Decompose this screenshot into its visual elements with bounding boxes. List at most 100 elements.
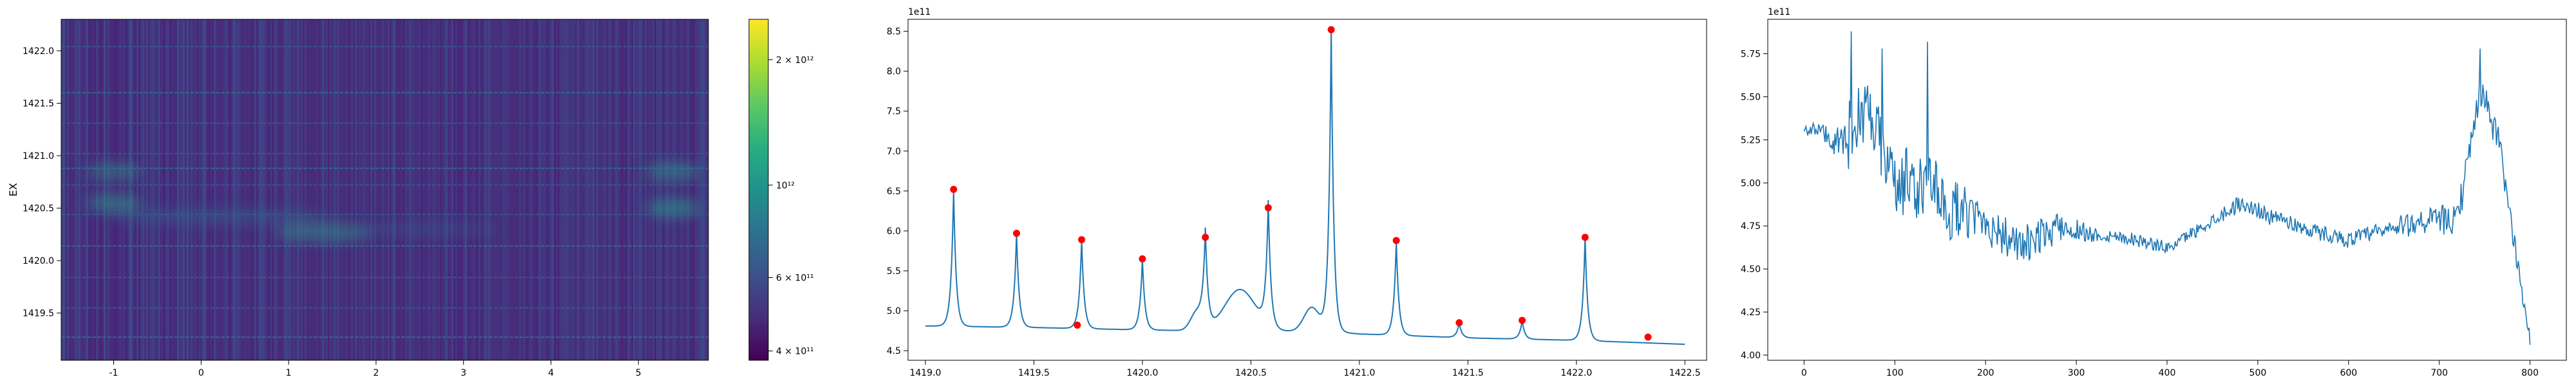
peaks-y-tick-label: 6.5 <box>887 187 901 197</box>
noisy-line-panel: 1e11 0 100 200 300 400 500 600 700 800 4.004.254… <box>1741 7 2567 378</box>
heatmap-stripe <box>664 19 666 360</box>
heatmap-stripe <box>681 19 683 360</box>
peaks-y-tick-label: 8.0 <box>887 67 901 77</box>
peak-marker <box>1644 333 1652 341</box>
heatmap-stripe <box>245 19 247 360</box>
noisy-series-line <box>1803 31 2531 345</box>
heatmap-stripe <box>229 19 231 360</box>
heatmap-stripe <box>618 19 620 360</box>
heatmap-stripe <box>706 19 708 360</box>
heatmap-stripe <box>274 19 276 360</box>
heatmap-stripe <box>679 19 681 360</box>
heatmap-stripe <box>440 19 442 360</box>
heatmap-stripe <box>388 19 390 360</box>
heatmap-stripe <box>600 19 602 360</box>
heatmap-stripe <box>536 19 538 360</box>
heatmap-stripe <box>556 19 558 360</box>
peaks-y-tick-label: 7.5 <box>887 107 901 117</box>
heatmap-stripe <box>266 19 268 360</box>
peaks-y-tick-label: 8.5 <box>887 27 901 37</box>
heatmap-stripe <box>334 19 336 360</box>
heatmap-x-tick-label: 4 <box>548 368 554 378</box>
heatmap-stripe <box>411 19 413 360</box>
heatmap-stripe <box>471 19 473 360</box>
heatmap-stripe <box>569 19 571 360</box>
heatmap-stripe <box>506 19 507 360</box>
heatmap-stripe <box>407 19 409 360</box>
heatmap-stripe <box>322 19 324 360</box>
heatmap-stripe <box>488 19 490 360</box>
heatmap-stripe <box>610 19 612 360</box>
peaks-y-tick-label: 4.5 <box>887 346 901 356</box>
heatmap-stripe <box>581 19 583 360</box>
heatmap-stripe <box>426 19 428 360</box>
peaks-y-tick-label: 7.0 <box>887 147 901 157</box>
heatmap-stripe <box>494 19 496 360</box>
heatmap-stripe <box>239 19 241 360</box>
heatmap-stripe <box>279 19 281 360</box>
noisy-offset-label: 1e11 <box>1768 7 1790 17</box>
heatmap-stripe <box>133 19 135 360</box>
noisy-y-tick-label: 5.25 <box>1741 135 1761 145</box>
heatmap-stripe <box>164 19 166 360</box>
heatmap-stripe <box>693 19 695 360</box>
peak-marker <box>1327 26 1335 33</box>
heatmap-x-tick-label: -1 <box>109 368 118 378</box>
heatmap-stripe <box>591 19 592 360</box>
heatmap-stripe <box>658 19 660 360</box>
heatmap-stripe <box>152 19 154 360</box>
heatmap-x-tick-label: 2 <box>373 368 379 378</box>
heatmap-stripe <box>417 19 419 360</box>
heatmap-stripe <box>616 19 618 360</box>
heatmap-stripe <box>368 19 370 360</box>
heatmap-vertical-stripes <box>61 19 708 360</box>
heatmap-stripe <box>223 19 225 360</box>
heatmap-stripe <box>75 19 77 360</box>
heatmap-stripe <box>366 19 368 360</box>
heatmap-stripe <box>80 19 82 360</box>
heatmap-stripe <box>293 19 295 360</box>
heatmap-stripe <box>502 19 504 360</box>
heatmap-stripe <box>442 19 444 360</box>
heatmap-stripe <box>535 19 536 360</box>
heatmap-stripe <box>260 19 262 360</box>
heatmap-stripe <box>382 19 384 360</box>
noisy-x-tick-label: 100 <box>1886 368 1904 378</box>
heatmap-stripe <box>623 19 625 360</box>
heatmap-stripe <box>191 19 193 360</box>
heatmap-stripe <box>594 19 596 360</box>
heatmap-stripe <box>602 19 604 360</box>
noisy-x-tick-label: 800 <box>2521 368 2539 378</box>
heatmap-stripe <box>106 19 108 360</box>
heatmap-stripe <box>509 19 511 360</box>
heatmap-stripe <box>96 19 98 360</box>
heatmap-stripe <box>347 19 349 360</box>
heatmap-stripe <box>554 19 556 360</box>
heatmap-stripe <box>571 19 573 360</box>
heatmap-stripe <box>405 19 407 360</box>
heatmap-stripe <box>79 19 80 360</box>
heatmap-stripe <box>438 19 440 360</box>
noisy-x-tick-label: 400 <box>2159 368 2176 378</box>
heatmap-stripe <box>308 19 310 360</box>
heatmap-stripe <box>324 19 326 360</box>
heatmap-stripe <box>177 19 179 360</box>
heatmap-stripe <box>82 19 84 360</box>
heatmap-stripe <box>444 19 446 360</box>
colorbar-tick-label: 10¹² <box>776 181 795 191</box>
heatmap-stripe <box>312 19 314 360</box>
heatmap-stripe <box>604 19 606 360</box>
heatmap-stripe <box>63 19 65 360</box>
heatmap-stripe <box>343 19 345 360</box>
peaks-series-line <box>925 28 1685 345</box>
heatmap-stripe <box>461 19 463 360</box>
heatmap-stripe <box>475 19 477 360</box>
heatmap-stripe <box>218 19 220 360</box>
heatmap-stripe <box>88 19 90 360</box>
heatmap-stripe <box>318 19 320 360</box>
heatmap-stripe <box>650 19 652 360</box>
heatmap-stripe <box>699 19 701 360</box>
heatmap-stripe <box>469 19 471 360</box>
heatmap-stripe <box>187 19 189 360</box>
